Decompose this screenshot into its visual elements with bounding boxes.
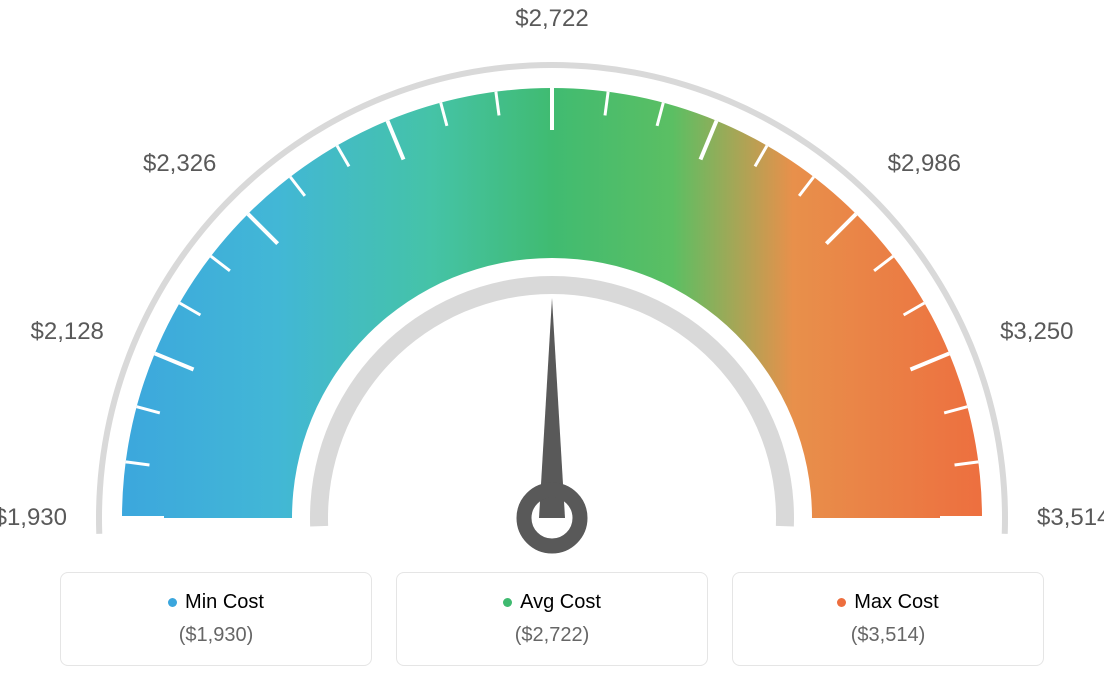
legend-value-max: ($3,514): [745, 624, 1031, 647]
legend-card-avg: Avg Cost ($2,722): [396, 572, 708, 666]
legend-row: Min Cost ($1,930) Avg Cost ($2,722) Max …: [60, 572, 1044, 666]
legend-card-max: Max Cost ($3,514): [732, 572, 1044, 666]
legend-card-min: Min Cost ($1,930): [60, 572, 372, 666]
gauge-tick-label: $2,326: [143, 150, 216, 178]
gauge-tick-label: $3,250: [1000, 318, 1073, 346]
legend-title-max: Max Cost: [837, 591, 938, 614]
gauge-tick-label: $2,128: [31, 318, 104, 346]
gauge-tick-label: $3,514: [1037, 504, 1104, 532]
legend-label-min: Min Cost: [185, 591, 264, 614]
legend-value-avg: ($2,722): [409, 624, 695, 647]
gauge-chart: $1,930$2,128$2,326$2,722$2,986$3,250$3,5…: [52, 20, 1052, 560]
gauge-tick-label: $1,930: [0, 504, 67, 532]
gauge-tick-label: $2,722: [515, 5, 588, 33]
dot-icon: [837, 598, 846, 607]
gauge-tick-label: $2,986: [888, 150, 961, 178]
legend-title-avg: Avg Cost: [503, 591, 601, 614]
legend-value-min: ($1,930): [73, 624, 359, 647]
legend-label-max: Max Cost: [854, 591, 938, 614]
gauge-svg: [52, 20, 1052, 560]
legend-title-min: Min Cost: [168, 591, 264, 614]
dot-icon: [168, 598, 177, 607]
legend-label-avg: Avg Cost: [520, 591, 601, 614]
dot-icon: [503, 598, 512, 607]
